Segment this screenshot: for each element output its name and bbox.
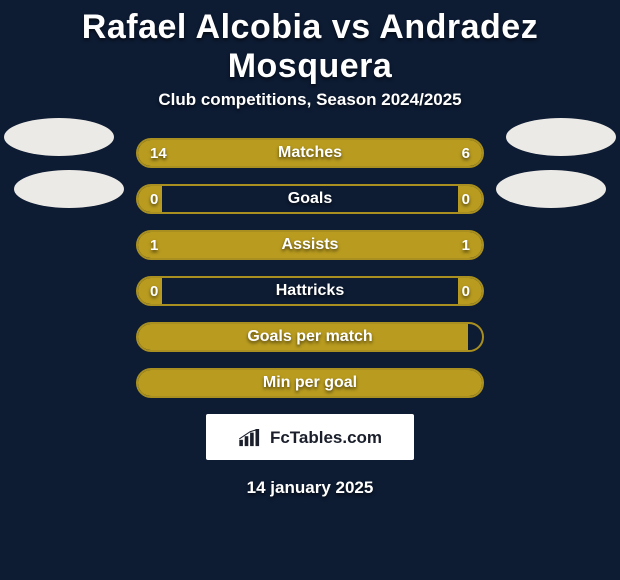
brand-text: FcTables.com xyxy=(270,428,382,448)
stats-bars: 146Matches 00Goals 11Assists 00Hattricks Goa… xyxy=(136,138,484,398)
avatar-player2-b xyxy=(496,170,606,208)
stat-label: Goals xyxy=(138,186,482,212)
bar-fill-left xyxy=(138,140,365,166)
avatar-player1-a xyxy=(4,118,114,156)
date-label: 14 january 2025 xyxy=(0,478,620,498)
bar-fill-left xyxy=(138,232,310,258)
bar-fill-right xyxy=(458,186,482,212)
stat-label: Hattricks xyxy=(138,278,482,304)
bar-fill-right xyxy=(310,232,482,258)
bar-fill-left xyxy=(138,370,482,396)
subtitle: Club competitions, Season 2024/2025 xyxy=(0,90,620,110)
stat-row: 11Assists xyxy=(136,230,484,260)
bar-fill-right xyxy=(458,278,482,304)
bar-fill-left xyxy=(138,186,162,212)
stat-row: 00Goals xyxy=(136,184,484,214)
stat-row: Min per goal xyxy=(136,368,484,398)
stat-row: Goals per match xyxy=(136,322,484,352)
brand-badge: FcTables.com xyxy=(206,414,414,460)
bar-fill-left xyxy=(138,278,162,304)
stat-row: 146Matches xyxy=(136,138,484,168)
bar-chart-icon xyxy=(238,429,264,447)
stat-row: 00Hattricks xyxy=(136,276,484,306)
page-title: Rafael Alcobia vs Andradez Mosquera xyxy=(0,0,620,90)
avatar-player1-b xyxy=(14,170,124,208)
bar-fill-right xyxy=(365,140,482,166)
avatar-player2-a xyxy=(506,118,616,156)
bar-fill-left xyxy=(138,324,468,350)
